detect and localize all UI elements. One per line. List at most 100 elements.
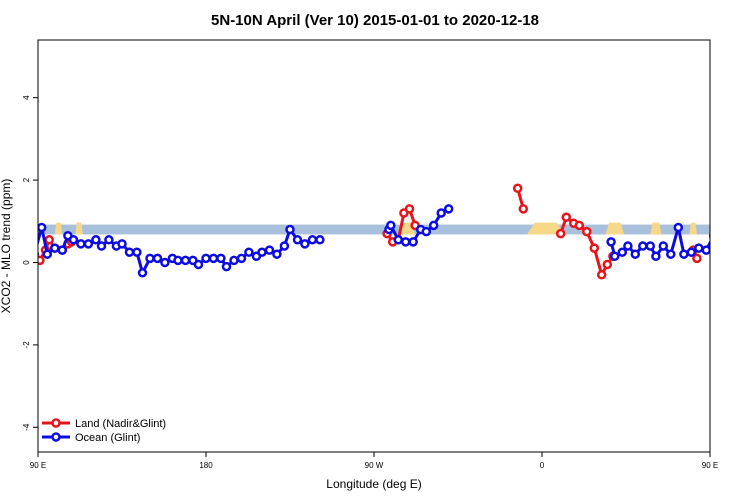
- ocean-data-point: [673, 222, 684, 233]
- ocean-data-point: [386, 220, 396, 231]
- x-axis-label: Longitude (deg E): [326, 477, 421, 491]
- ocean-data-point: [193, 259, 204, 270]
- x-tick-label: 180: [199, 461, 213, 470]
- land-data-point: [555, 228, 566, 239]
- land-data-point: [404, 204, 415, 214]
- y-tick-label: 4: [22, 95, 31, 100]
- land-data-point: [582, 226, 592, 237]
- ocean-data-point: [708, 232, 710, 239]
- ocean-data-point: [393, 235, 404, 245]
- ocean-data-point: [443, 204, 454, 214]
- land-data-point: [733, 236, 740, 243]
- x-tick-label: 90 E: [702, 461, 718, 470]
- y-tick-label: 2: [22, 177, 31, 182]
- ocean-data-point: [679, 249, 689, 259]
- ocean-data-point: [201, 253, 211, 264]
- ocean-data-point: [244, 247, 254, 257]
- land-data-point: [38, 255, 45, 266]
- ocean-data-point: [160, 257, 170, 268]
- x-tick-label: 0: [540, 461, 545, 470]
- ocean-data-point: [91, 235, 101, 245]
- ocean-data-point: [152, 253, 163, 264]
- land-mask-patch: [650, 222, 662, 235]
- ocean-data-point: [229, 255, 239, 266]
- ocean-data-point: [421, 226, 432, 237]
- reference-band: [38, 224, 710, 235]
- legend-ocean-label: Ocean (Glint): [75, 432, 140, 444]
- ocean-data-point: [50, 243, 60, 253]
- ocean-data-point: [400, 237, 411, 247]
- land-data-point: [574, 220, 585, 231]
- land-mask-patch: [714, 223, 721, 235]
- ocean-data-point: [694, 243, 704, 253]
- ocean-data-point: [236, 253, 247, 264]
- x-tick-label: 90 E: [30, 461, 46, 470]
- legend: Land (Nadir&Glint) Ocean (Glint): [42, 418, 166, 444]
- ocean-data-point: [651, 251, 661, 262]
- ocean-data-point: [104, 235, 114, 245]
- ocean-data-point: [623, 241, 633, 251]
- ocean-data-point: [300, 239, 310, 249]
- ocean-data-point: [257, 247, 267, 257]
- ocean-data-point: [630, 249, 641, 259]
- ocean-data-point: [315, 235, 325, 245]
- ocean-data-point: [216, 253, 226, 264]
- ocean-data-point: [264, 245, 275, 255]
- legend-land-label: Land (Nadir&Glint): [75, 418, 166, 430]
- ocean-data-point: [208, 253, 219, 264]
- ocean-data-point: [736, 236, 743, 243]
- ocean-data-point: [279, 241, 290, 251]
- land-data-point: [727, 251, 734, 258]
- ocean-data-point: [686, 247, 697, 257]
- plot-area: [38, 183, 750, 280]
- y-tick-label: 0: [22, 260, 31, 265]
- ocean-data-point: [701, 245, 710, 255]
- chart-title: 5N-10N April (Ver 10) 2015-01-01 to 2020…: [211, 12, 539, 29]
- ocean-data-point: [68, 235, 79, 245]
- ocean-data-point: [173, 255, 183, 266]
- ocean-data-point: [117, 239, 127, 249]
- ocean-data-point: [307, 235, 318, 245]
- ocean-data-point: [428, 220, 439, 231]
- land-data-point: [561, 212, 572, 222]
- y-axis-label: XCO2 - MLO trend (ppm): [0, 179, 13, 314]
- ocean-data-point: [408, 237, 418, 247]
- land-data-point: [692, 253, 702, 264]
- land-mask-patch: [605, 222, 625, 235]
- land-data-point: [44, 235, 54, 245]
- ocean-data-point: [38, 251, 40, 258]
- ocean-data-point: [617, 247, 628, 257]
- legend-land-marker: [51, 418, 61, 428]
- ocean-data-point: [666, 249, 676, 259]
- legend-ocean-marker: [51, 432, 61, 442]
- ocean-data-point: [610, 251, 620, 262]
- ocean-data-point: [292, 235, 303, 245]
- ocean-data-point: [76, 239, 86, 249]
- ocean-data-point: [638, 241, 648, 251]
- land-series-line: [731, 240, 737, 254]
- ocean-data-point: [221, 261, 232, 272]
- ocean-data-point: [723, 240, 730, 247]
- ocean-data-point: [731, 238, 738, 245]
- ocean-data-point: [272, 249, 282, 259]
- y-tick-label: -2: [22, 341, 31, 349]
- ocean-data-point: [180, 255, 191, 266]
- ocean-data-point: [645, 241, 656, 251]
- land-data-point: [589, 243, 600, 253]
- ocean-data-point: [137, 268, 148, 278]
- ocean-data-point: [132, 247, 142, 257]
- ocean-data-point: [83, 239, 94, 249]
- ocean-data-point: [285, 224, 295, 235]
- ocean-data-point: [436, 208, 446, 218]
- ocean-data-point: [744, 243, 750, 250]
- ocean-data-point: [57, 245, 68, 255]
- land-mask-patch: [527, 222, 565, 235]
- ocean-data-point: [42, 249, 53, 259]
- ocean-data-point: [124, 247, 135, 257]
- land-mask-patch: [689, 222, 697, 235]
- ocean-series-line: [387, 207, 450, 244]
- ocean-data-point: [658, 241, 669, 251]
- ocean-data-point: [606, 237, 616, 247]
- land-mask-patch: [75, 222, 83, 235]
- ocean-data-point: [145, 253, 155, 264]
